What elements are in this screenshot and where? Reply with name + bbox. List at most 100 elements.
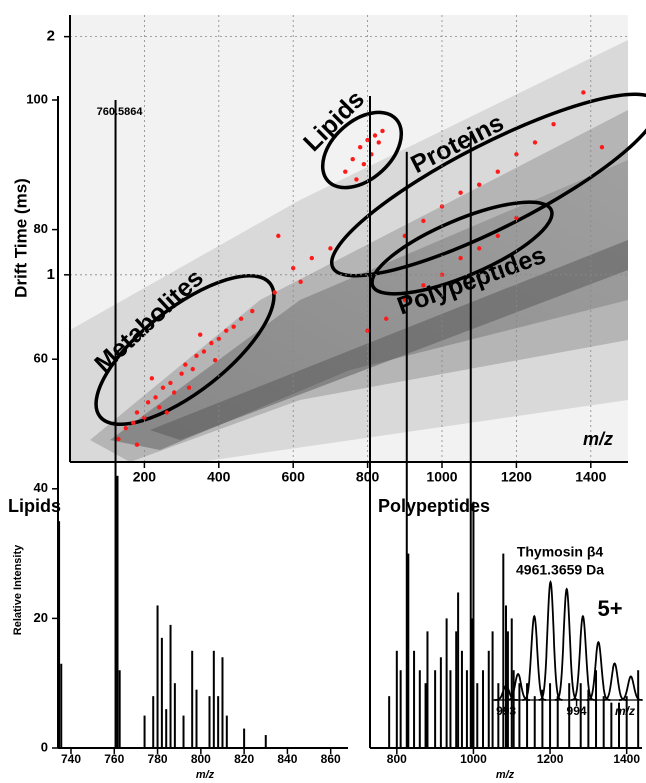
points — [116, 90, 605, 447]
bar — [568, 683, 571, 748]
point — [458, 255, 463, 261]
point — [599, 144, 605, 150]
isotope-peak — [554, 587, 579, 701]
x-tick-label: 1200 — [501, 469, 532, 485]
bar — [470, 618, 473, 748]
point — [309, 255, 314, 261]
bar — [243, 728, 246, 748]
x-tick-label: 840 — [277, 752, 297, 766]
chart-title: Lipids — [8, 496, 61, 516]
bar — [518, 683, 521, 748]
bar — [152, 696, 155, 748]
isotope-peak — [619, 675, 643, 701]
point — [361, 161, 367, 167]
point — [186, 385, 192, 390]
point — [190, 366, 195, 372]
point — [250, 308, 255, 314]
x-tick-label: 800 — [387, 752, 407, 766]
point — [291, 265, 296, 271]
point — [581, 90, 586, 95]
bar — [225, 715, 228, 748]
heatmap — [70, 15, 628, 462]
bar — [156, 605, 159, 748]
point — [421, 218, 426, 224]
y-tick-label: 20 — [34, 610, 48, 625]
chart-subtitle: 4961.3659 Da — [516, 562, 604, 578]
point — [194, 353, 199, 359]
bar — [182, 715, 185, 748]
point — [131, 420, 136, 426]
bar — [457, 592, 460, 748]
bar — [533, 696, 536, 748]
point — [153, 395, 158, 400]
x-tick-label: 740 — [61, 752, 81, 766]
bar — [460, 650, 463, 748]
x-tick-label: 1400 — [575, 469, 606, 485]
bar — [388, 696, 391, 748]
point — [376, 140, 381, 145]
x-tick-label: 600 — [282, 469, 306, 485]
bar — [424, 683, 427, 748]
bar — [399, 670, 402, 748]
bar — [465, 670, 468, 748]
bar — [418, 670, 421, 748]
point — [209, 340, 214, 346]
y-tick-label: 0 — [41, 739, 48, 754]
point — [276, 233, 281, 239]
point — [298, 279, 303, 284]
point — [272, 290, 277, 295]
point — [224, 328, 229, 333]
bar — [264, 735, 267, 748]
bar — [434, 670, 437, 748]
y-tick-label: 60 — [34, 351, 48, 366]
y-tick-label: 2 — [47, 28, 55, 45]
point — [421, 283, 426, 288]
bar — [526, 683, 529, 748]
bar — [472, 501, 475, 748]
x-tick-label: 993 — [496, 704, 516, 718]
point — [171, 390, 177, 395]
point — [231, 324, 236, 329]
bar — [405, 151, 408, 749]
x-tick-label: 800 — [191, 752, 211, 766]
bar — [118, 670, 121, 748]
bar — [439, 657, 442, 748]
isotope-peak — [602, 662, 627, 701]
bar — [497, 683, 500, 748]
bar — [114, 100, 117, 748]
x-tick-label: 200 — [133, 469, 157, 485]
bar — [407, 553, 410, 748]
bar — [610, 702, 613, 748]
point — [380, 128, 385, 134]
bar — [512, 670, 515, 748]
point — [384, 316, 389, 321]
bar — [169, 624, 172, 748]
bar — [173, 683, 176, 748]
charge-state: 5+ — [597, 596, 622, 621]
x-tick-label: 800 — [356, 469, 380, 485]
x-axis-label: m/z — [196, 769, 215, 781]
x-axis-label: m/z — [583, 429, 613, 449]
y-axis-label: Relative Intensity — [12, 544, 24, 635]
bar — [426, 631, 429, 748]
point — [495, 169, 500, 174]
bar — [160, 637, 163, 748]
bar — [487, 650, 490, 748]
point — [123, 425, 128, 431]
bar — [587, 689, 590, 748]
point — [198, 332, 203, 337]
region-ellipse — [329, 92, 646, 278]
point — [134, 442, 140, 447]
point — [514, 215, 519, 221]
bar — [625, 696, 628, 748]
x-tick-label: 1200 — [537, 752, 564, 766]
bar — [637, 670, 640, 748]
bar — [395, 650, 398, 748]
chart-title: Polypeptides — [378, 496, 490, 516]
point — [160, 385, 166, 390]
point — [551, 122, 556, 127]
peak-label: 760.5864 — [97, 106, 144, 118]
point — [354, 177, 359, 182]
chart-title: Thymosin β4 — [517, 544, 604, 560]
